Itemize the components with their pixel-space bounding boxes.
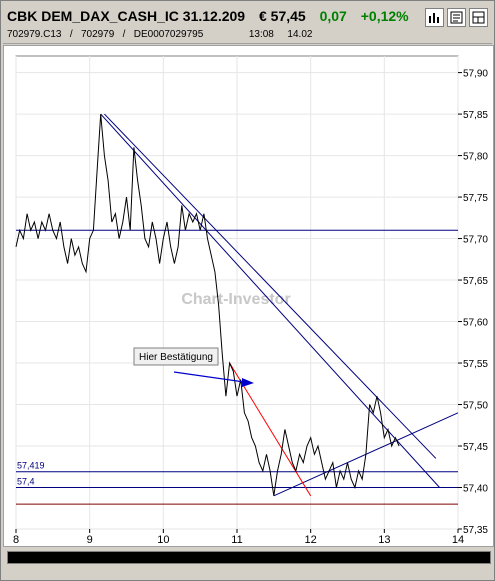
price-chart[interactable]: Chart-Investor 57,419 57,4 57,90 57,85 57,8… [3,45,494,547]
y-tick-label: 57,65 [463,276,488,287]
y-tick-label: 57,60 [463,318,488,329]
y-tick-label: 57,75 [463,193,488,204]
last-price: € 57,45 [258,8,306,24]
date-label: 14.02 [287,29,313,40]
quote-header: CBK DEM_DAX_CASH_IC 31.12.209 € 57,45 0,… [3,3,492,44]
annotation: Hier Bestätigung [133,347,254,387]
trend-line [100,113,440,488]
news-icon[interactable] [447,8,466,27]
y-tick-label: 57,55 [463,359,488,370]
chart-toolbar [425,8,488,27]
layout-icon[interactable] [469,8,488,27]
trend-line [229,362,312,497]
level-label: 57,419 [17,461,45,471]
bar-chart-icon[interactable] [425,8,444,27]
x-tick-label: 8 [13,534,19,546]
y-tick-label: 57,90 [463,69,488,80]
x-tick-label: 9 [87,534,93,546]
instrument-name: CBK DEM_DAX_CASH_IC 31.12.209 [7,8,246,24]
scrollbar-thumb[interactable] [10,554,488,561]
price-chart-svg: Chart-Investor 57,419 57,4 57,90 57,85 57,8… [13,55,488,546]
annotation-arrow-line [173,371,245,383]
y-tick-label: 57,40 [463,484,488,495]
trend-line [104,113,437,459]
y-tick-label: 57,80 [463,152,488,163]
x-tick-label: 11 [231,534,242,546]
annotation-label: Hier Bestätigung [139,352,213,363]
instrument-codes: 702979.C13 / 702979 / DE0007029795 [7,29,204,40]
y-tick-label: 57,45 [463,442,488,453]
x-tick-label: 14 [452,534,464,546]
instrument-codes-row: 702979.C13 / 702979 / DE0007029795 13:08… [7,29,312,40]
change-absolute: 0,07 [319,8,347,24]
x-tick-label: 10 [157,534,169,546]
y-tick-label: 57,85 [463,110,488,121]
quote-title-row: CBK DEM_DAX_CASH_IC 31.12.209 € 57,45 0,… [7,8,419,24]
x-tick-label: 12 [305,534,317,546]
x-tick-label: 13 [378,534,390,546]
price-series-line [15,114,400,496]
time-label: 13:08 [248,29,274,40]
y-tick-label: 57,35 [463,525,488,536]
change-percent: +0,12% [360,8,409,24]
annotation-box [133,347,219,366]
annotation-arrow-head [242,378,254,387]
level-label: 57,4 [17,477,35,487]
horizontal-scrollbar[interactable] [7,551,491,564]
y-tick-label: 57,70 [463,235,488,246]
watermark-text: Chart-Investor [181,291,290,308]
y-tick-label: 57,50 [463,401,488,412]
